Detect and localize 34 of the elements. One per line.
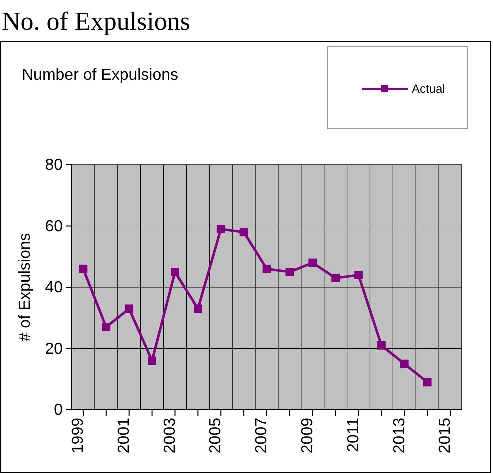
point (125, 304, 134, 314)
y-tick-label: 40 (45, 280, 64, 297)
x-tick-label: 2011 (345, 418, 362, 452)
y-tick-label: 60 (45, 218, 64, 236)
x-tick-label: 2015 (437, 418, 454, 454)
point (79, 264, 88, 274)
x-tick-label: 1999 (70, 418, 88, 454)
x-tick-label: 2009 (299, 418, 316, 454)
point (148, 356, 156, 366)
x-tick-label: 2003 (162, 418, 179, 454)
point (286, 268, 294, 276)
legend-label: Actual (412, 82, 446, 96)
x-tick-label: 2001 (116, 418, 133, 454)
point (194, 304, 202, 314)
x-tick-label: 2007 (254, 418, 271, 454)
point (240, 228, 248, 237)
x-tick-label: 2013 (391, 418, 408, 454)
point (332, 274, 340, 282)
y-axis-title: # of Expulsions (17, 233, 34, 342)
point (423, 378, 432, 387)
x-tick-label: 2005 (208, 418, 225, 454)
point (378, 342, 386, 350)
point (216, 225, 226, 234)
chart-title: No. of Expulsions (2, 7, 190, 36)
y-tick-label: 80 (45, 157, 64, 174)
chart-subtitle: Number of Expulsions (22, 67, 179, 84)
point (171, 268, 180, 276)
point (308, 258, 318, 268)
y-tick-label: 0 (54, 402, 64, 420)
point (354, 271, 363, 280)
point (262, 264, 272, 274)
point (102, 323, 111, 332)
point (400, 360, 409, 368)
y-tick-label: 20 (45, 340, 64, 358)
